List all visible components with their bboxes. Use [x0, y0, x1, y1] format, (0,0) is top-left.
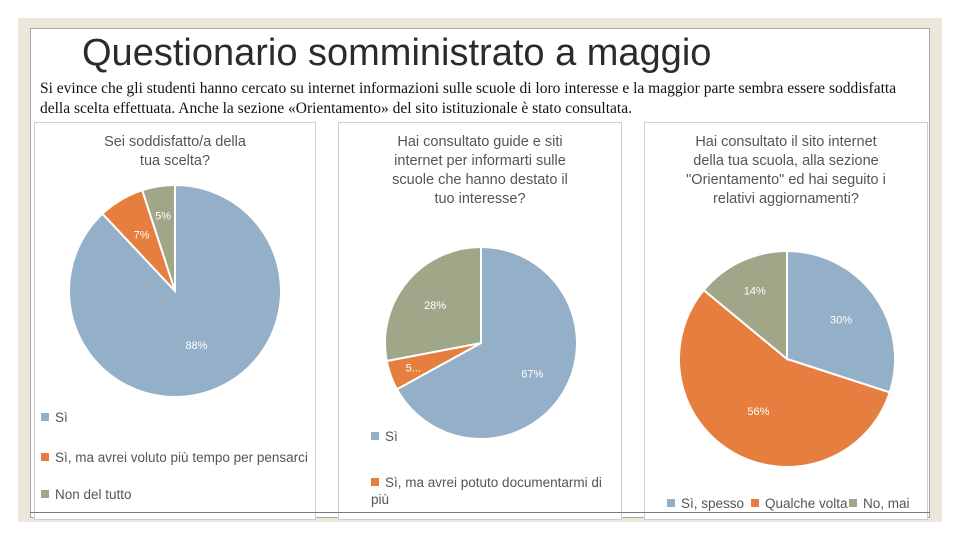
- pie-slice: [702, 249, 788, 362]
- legend-label: Qualche volta: [765, 496, 848, 511]
- legend-item: Sì, ma avrei potuto documentarmi di più: [371, 474, 603, 508]
- legend-label: Sì: [385, 429, 398, 444]
- legend-label: Sì: [55, 410, 68, 425]
- legend-swatch: [849, 499, 857, 507]
- pie-chart-guide-siti: 67% 5... 28%: [384, 245, 578, 440]
- pie-data-label: 5%: [155, 211, 171, 223]
- pie-slice: [140, 183, 176, 292]
- legend-label: Sì, ma avrei potuto documentarmi di più: [371, 475, 602, 507]
- chart-panel-soddisfazione: Sei soddisfatto/a della tua scelta? 88% 7…: [34, 122, 316, 520]
- pie-data-label: 88%: [185, 340, 207, 352]
- legend-item: Qualche volta: [751, 495, 848, 512]
- legend-item: Non del tutto: [41, 486, 132, 503]
- legend-swatch: [751, 499, 759, 507]
- legend-swatch: [371, 478, 379, 486]
- chart-panel-sito-orientamento: Hai consultato il sito internet della tu…: [644, 122, 928, 520]
- chart-panel-guide-siti: Hai consultato guide e siti internet per…: [338, 122, 622, 520]
- pie-data-label: 28%: [424, 300, 446, 312]
- chart-title: Hai consultato guide e siti internet per…: [392, 134, 568, 207]
- legend-swatch: [41, 490, 49, 498]
- legend-swatch: [41, 413, 49, 421]
- slide-description: Si evince che gli studenti hanno cercato…: [40, 80, 897, 117]
- legend-item: Sì: [371, 428, 398, 445]
- legend-item: Sì, spesso: [667, 495, 744, 512]
- slide-bottom-rule: [30, 512, 930, 513]
- legend-label: Sì, spesso: [681, 496, 745, 511]
- pie-data-label: 56%: [747, 406, 769, 418]
- pie-data-label: 14%: [744, 286, 766, 298]
- chart-title: Hai consultato il sito internet della tu…: [686, 134, 886, 207]
- pie-slice: [384, 245, 482, 363]
- legend-item: Sì, ma avrei voluto più tempo per pensar…: [41, 449, 308, 466]
- legend-label: Sì, ma avrei voluto più tempo per pensar…: [55, 450, 308, 465]
- pie-data-label: 7%: [134, 229, 150, 241]
- legend-swatch: [371, 432, 379, 440]
- legend-item: Sì: [41, 409, 68, 426]
- legend-item: No, mai: [849, 495, 910, 512]
- pie-data-label: 30%: [830, 315, 852, 327]
- chart-title: Sei soddisfatto/a della tua scelta?: [104, 134, 246, 169]
- pie-slice: [786, 249, 896, 394]
- legend-label: No, mai: [863, 496, 910, 511]
- pie-chart-sito-orientamento: 30% 56% 14%: [678, 249, 896, 468]
- pie-data-label: 5...: [406, 362, 421, 374]
- pie-slice: [395, 245, 578, 440]
- pie-chart-soddisfazione: 88% 7% 5%: [68, 183, 282, 398]
- pie-slice: [678, 288, 891, 468]
- slide-title: Questionario somministrato a maggio: [82, 32, 712, 74]
- legend-label: Non del tutto: [55, 487, 132, 502]
- pie-data-label: 67%: [521, 368, 543, 380]
- legend-swatch: [667, 499, 675, 507]
- legend-swatch: [41, 453, 49, 461]
